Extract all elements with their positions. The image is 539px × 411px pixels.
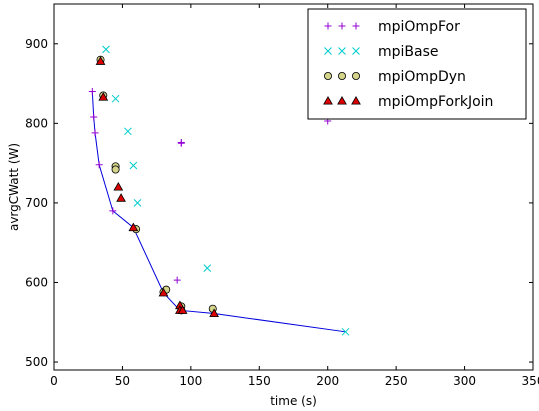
mpiOmpForkJoin-point bbox=[209, 308, 220, 318]
y-tick-label: 800 bbox=[25, 116, 48, 130]
legend-marker-mpiOmpDyn bbox=[337, 72, 346, 81]
y-axis-ticks: 500 600 700 800 900 bbox=[25, 37, 533, 369]
legend-marker-mpiOmpFor bbox=[352, 22, 360, 30]
mpiOmpFor-point bbox=[88, 88, 96, 96]
mpiBase-point bbox=[341, 327, 350, 336]
legend: mpiOmpFor mpiBase mpiOmpDyn mpiOmpForkJoin bbox=[307, 8, 527, 120]
legend-marker-mpiOmpForkJoin bbox=[323, 95, 333, 105]
legend-label-mpiOmpDyn: mpiOmpDyn bbox=[378, 69, 466, 85]
mpiOmpFor-point bbox=[91, 129, 99, 137]
x-tick-label: 100 bbox=[179, 374, 202, 388]
x-tick-label: 50 bbox=[115, 374, 130, 388]
mpiOmpForkJoin-point bbox=[177, 305, 188, 314]
mpiOmpFor-point bbox=[177, 139, 185, 147]
y-tick-label: 500 bbox=[25, 355, 48, 369]
legend-label-mpiOmpForkJoin: mpiOmpForkJoin bbox=[378, 94, 493, 110]
legend-marker-mpiBase bbox=[324, 47, 332, 55]
legend-marker-mpiOmpDyn bbox=[351, 72, 360, 81]
mpiOmpDyn-point bbox=[111, 165, 120, 174]
mpiOmpForkJoin-point bbox=[128, 222, 139, 232]
legend-marker-mpiOmpForkJoin bbox=[351, 95, 361, 105]
legend-marker-mpiBase bbox=[352, 47, 360, 55]
mpiOmpFor-point bbox=[95, 161, 103, 169]
mpiOmpFor-point bbox=[173, 276, 181, 284]
y-tick-label: 900 bbox=[25, 37, 48, 51]
frontier-line-layer bbox=[91, 91, 346, 333]
x-tick-label: 0 bbox=[50, 374, 58, 388]
legend-marker-mpiOmpForkJoin bbox=[337, 95, 347, 105]
x-tick-label: 200 bbox=[316, 374, 339, 388]
legend-label-mpiOmpFor: mpiOmpFor bbox=[378, 19, 460, 35]
mpiOmpFor-point bbox=[109, 207, 117, 215]
x-tick-label: 150 bbox=[248, 374, 271, 388]
legend-marker-mpiOmpFor bbox=[324, 22, 332, 30]
mpiOmpFor-point bbox=[90, 113, 98, 121]
mpiOmpForkJoin-point bbox=[116, 193, 126, 202]
legend-marker-mpiOmpFor bbox=[338, 22, 346, 30]
mpiBase-point bbox=[203, 264, 212, 273]
mpiBase-point bbox=[111, 94, 120, 103]
mpiOmpForkJoin-point bbox=[158, 287, 169, 297]
legend-label-mpiBase: mpiBase bbox=[378, 44, 439, 60]
mpiBase-point bbox=[129, 161, 138, 170]
x-axis-ticks: 0 50 100 150 200 250 300 350 bbox=[50, 4, 539, 388]
legend-marker-mpiBase bbox=[338, 47, 346, 55]
frontier-line bbox=[91, 91, 346, 333]
mpiBase-point bbox=[102, 45, 110, 54]
mpiOmpForkJoin-point bbox=[98, 92, 109, 101]
x-tick-label: 350 bbox=[522, 374, 539, 388]
data-points-layer bbox=[88, 45, 350, 336]
y-tick-label: 600 bbox=[25, 275, 48, 289]
y-tick-label: 700 bbox=[25, 196, 48, 210]
x-axis-label: time (s) bbox=[270, 394, 317, 408]
mpiOmpForkJoin-point bbox=[113, 181, 124, 191]
mpiOmpForkJoin-point bbox=[95, 56, 106, 65]
plot-area-frame bbox=[53, 3, 534, 371]
mpiBase-point bbox=[124, 127, 132, 136]
x-tick-label: 250 bbox=[385, 374, 408, 388]
mpiBase-point bbox=[133, 199, 142, 207]
y-axis-label: avrgCWatt (W) bbox=[7, 143, 21, 231]
legend-marker-mpiOmpDyn bbox=[323, 72, 332, 81]
legend-entries: mpiOmpFor mpiBase mpiOmpDyn mpiOmpForkJoin bbox=[323, 19, 493, 110]
x-tick-label: 300 bbox=[453, 374, 476, 388]
